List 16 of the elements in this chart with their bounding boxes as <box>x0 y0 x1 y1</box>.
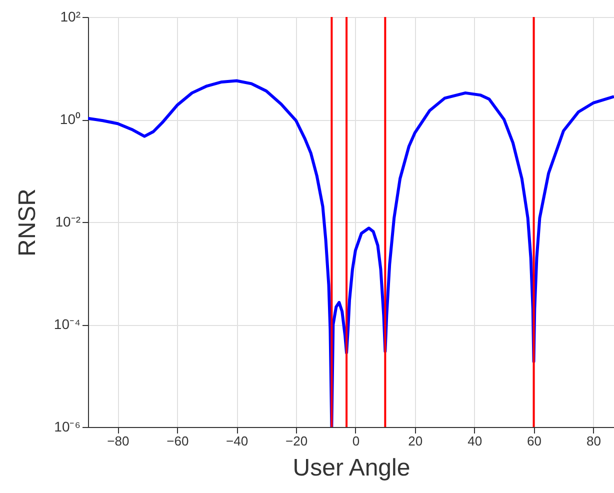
y-tick-label: 10² <box>60 8 81 24</box>
x-tick-label: −60 <box>166 434 189 448</box>
x-tick-label: 80 <box>586 434 601 448</box>
y-tick-label: 10⁻⁴ <box>54 316 80 332</box>
x-tick-label: 40 <box>468 434 482 448</box>
y-tick-label: 10⁻² <box>55 214 81 230</box>
y-tick-label: 10⁰ <box>60 111 80 127</box>
y-axis-title: RNSR <box>14 188 41 257</box>
x-tick-label: 20 <box>408 434 423 448</box>
x-tick-label: 60 <box>527 434 542 448</box>
x-tick-label: −80 <box>107 434 130 448</box>
x-tick-label: −20 <box>285 434 308 448</box>
x-tick-label: 0 <box>352 434 360 448</box>
x-axis-title: User Angle <box>292 454 410 482</box>
x-tick-label: −40 <box>226 434 248 448</box>
y-tick-label: 10⁻⁶ <box>54 418 80 434</box>
